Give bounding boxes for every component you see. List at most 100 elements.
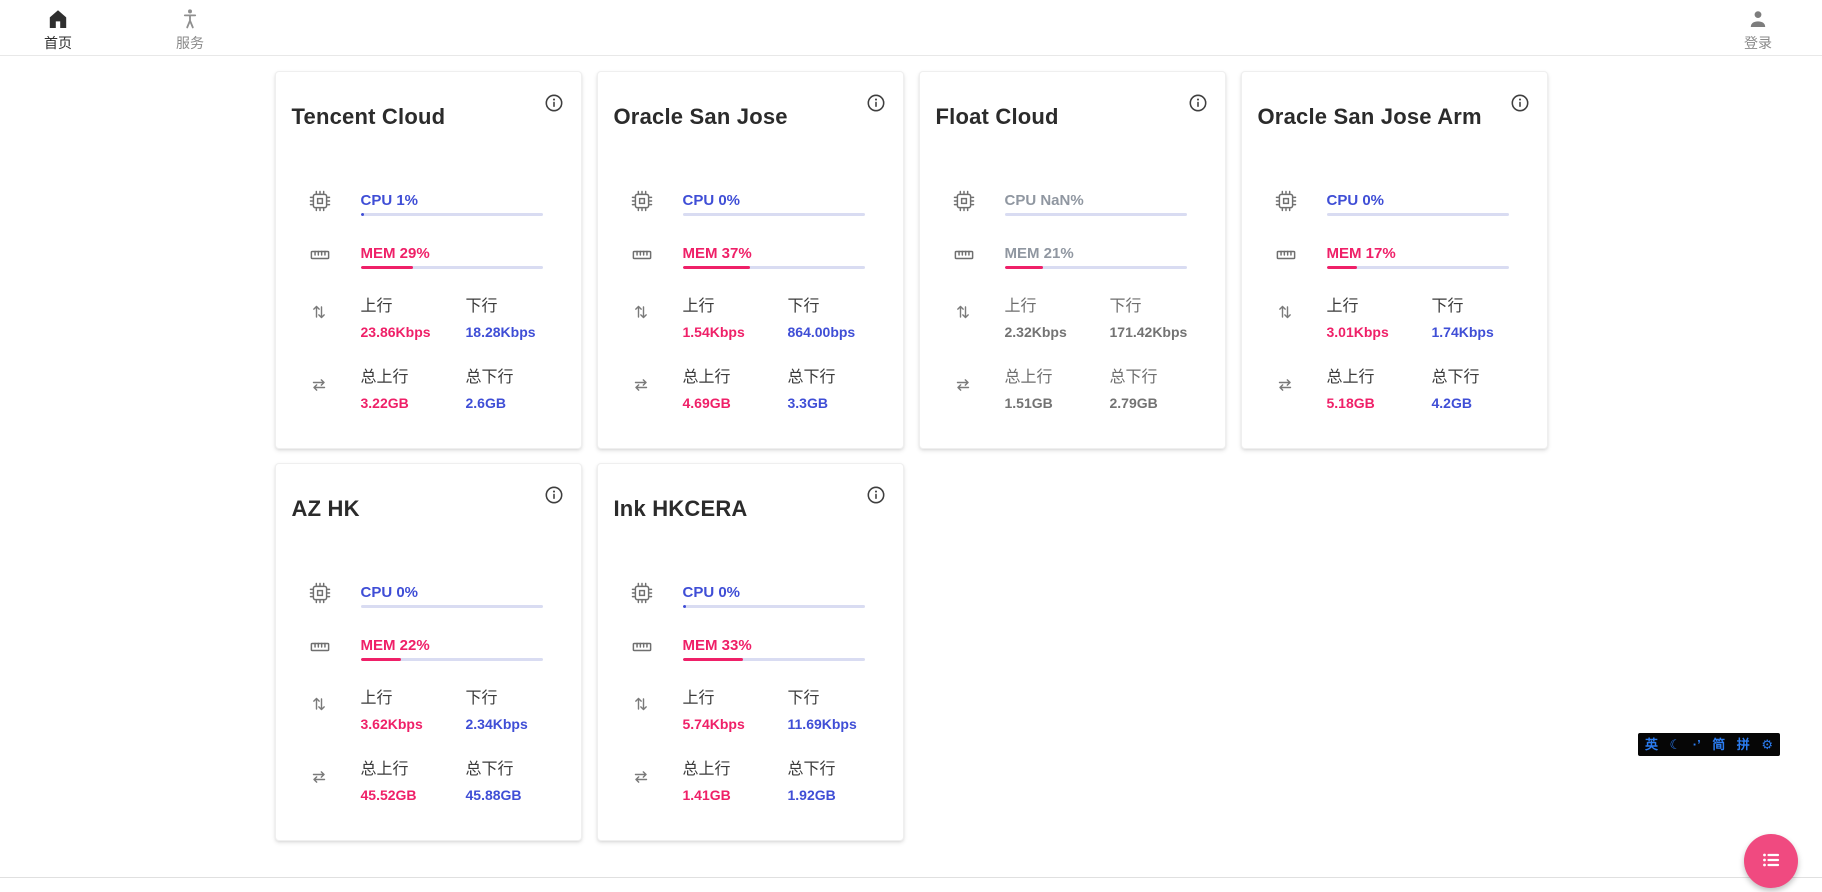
server-name: Ink HKCERA [613, 496, 748, 521]
upload-value: 5.74Kbps [682, 716, 745, 732]
mem-progress-fill [360, 266, 414, 269]
info-icon[interactable] [543, 92, 565, 114]
mem-usage-label: MEM 17% [1326, 245, 1396, 262]
ime-pinyin-toggle[interactable]: 拼 [1736, 737, 1750, 752]
total-download-label: 总下行 [787, 369, 836, 386]
swap-vert-icon [614, 688, 683, 733]
total-row: 总上行 5.18GB 总下行 4.2GB [1258, 367, 1509, 412]
swap-vert-icon [936, 296, 1005, 341]
person-icon [1746, 7, 1770, 31]
ime-settings-icon[interactable]: ⚙ [1761, 737, 1773, 752]
total-row: 总上行 1.41GB 总下行 1.92GB [614, 759, 865, 804]
total-download-value: 1.92GB [787, 787, 836, 803]
speed-row: 上行 5.74Kbps 下行 11.69Kbps [614, 688, 865, 733]
download-value: 18.28Kbps [465, 324, 536, 340]
download-value: 11.69Kbps [787, 716, 857, 732]
upload-label: 上行 [682, 690, 715, 707]
total-download-value: 3.3GB [787, 395, 828, 411]
cpu-progress-bar [1004, 213, 1187, 216]
mem-progress-bar [360, 266, 543, 269]
swap-horiz-icon [292, 367, 361, 412]
speed-row: 上行 3.62Kbps 下行 2.34Kbps [292, 688, 543, 733]
server-card-grid: Tencent Cloud CPU 1% [274, 71, 1548, 841]
mem-row: MEM 29% [292, 245, 543, 271]
download-label: 下行 [787, 690, 820, 707]
cpu-usage-label: CPU 1% [360, 192, 419, 209]
total-upload-label: 总上行 [682, 761, 731, 778]
download-label: 下行 [1109, 298, 1142, 315]
download-value: 2.34Kbps [465, 716, 528, 732]
total-upload-value: 5.18GB [1326, 395, 1375, 411]
upload-value: 1.54Kbps [682, 324, 745, 340]
total-download-value: 2.6GB [465, 395, 506, 411]
info-icon[interactable] [865, 92, 887, 114]
cpu-progress-bar [360, 213, 543, 216]
server-name: Float Cloud [935, 104, 1059, 129]
ime-language-toggle[interactable]: 英 [1645, 737, 1659, 752]
upload-label: 上行 [682, 298, 715, 315]
info-icon[interactable] [1187, 92, 1209, 114]
total-upload-value: 1.51GB [1004, 395, 1053, 411]
list-icon [1759, 848, 1783, 875]
total-row: 总上行 1.51GB 总下行 2.79GB [936, 367, 1187, 412]
mem-progress-fill [1004, 266, 1043, 269]
total-upload-label: 总上行 [682, 369, 731, 386]
download-label: 下行 [787, 298, 820, 315]
info-icon[interactable] [865, 484, 887, 506]
total-upload-value: 1.41GB [682, 787, 731, 803]
mem-progress-bar [1004, 266, 1187, 269]
total-upload-value: 3.22GB [360, 395, 409, 411]
ime-moon-icon[interactable]: ☾ [1669, 737, 1682, 752]
total-download-label: 总下行 [787, 761, 836, 778]
total-row: 总上行 4.69GB 总下行 3.3GB [614, 367, 865, 412]
footer-divider [0, 877, 1822, 878]
cpu-chip-icon [614, 582, 683, 609]
mem-usage-label: MEM 22% [360, 637, 430, 654]
nav-item-login[interactable]: 登录 [1726, 0, 1790, 56]
total-download-value: 4.2GB [1431, 395, 1472, 411]
server-card: Float Cloud CPU NaN% [918, 71, 1226, 449]
nav-item-home[interactable]: 首页 [26, 0, 90, 55]
nav-item-home-label: 首页 [44, 34, 72, 51]
server-card: Tencent Cloud CPU 1% [274, 71, 582, 449]
info-icon[interactable] [543, 484, 565, 506]
mem-progress-bar [682, 266, 865, 269]
total-upload-value: 4.69GB [682, 395, 731, 411]
cpu-row: CPU NaN% [936, 190, 1187, 217]
info-icon[interactable] [1509, 92, 1531, 114]
ime-simplified-toggle[interactable]: 简 [1712, 737, 1726, 752]
cpu-progress-fill [682, 605, 687, 608]
nav-item-services-label: 服务 [176, 34, 204, 51]
server-list-fab[interactable] [1744, 834, 1798, 888]
memory-ruler-icon [936, 245, 1005, 271]
total-upload-label: 总上行 [360, 369, 409, 386]
server-card: AZ HK CPU 0% [274, 463, 582, 841]
download-value: 171.42Kbps [1109, 324, 1188, 340]
total-download-value: 45.88GB [465, 787, 522, 803]
cpu-chip-icon [1258, 190, 1327, 217]
cpu-usage-label: CPU 0% [682, 192, 741, 209]
ime-punctuation-toggle[interactable]: ·’ [1692, 737, 1701, 752]
memory-ruler-icon [614, 245, 683, 271]
cpu-row: CPU 0% [614, 582, 865, 609]
total-download-label: 总下行 [1431, 369, 1480, 386]
nav-item-services[interactable]: 服务 [158, 0, 222, 55]
speed-row: 上行 2.32Kbps 下行 171.42Kbps [936, 296, 1187, 341]
server-card: Ink HKCERA CPU 0% [596, 463, 904, 841]
swap-vert-icon [1258, 296, 1327, 341]
nav-item-login-label: 登录 [1744, 35, 1772, 51]
home-icon [46, 7, 70, 31]
memory-ruler-icon [292, 245, 361, 271]
download-label: 下行 [465, 298, 498, 315]
cpu-chip-icon [292, 582, 361, 609]
speed-row: 上行 3.01Kbps 下行 1.74Kbps [1258, 296, 1509, 341]
server-name: Tencent Cloud [291, 104, 446, 129]
memory-ruler-icon [614, 637, 683, 663]
swap-horiz-icon [1258, 367, 1327, 412]
mem-row: MEM 33% [614, 637, 865, 663]
mem-progress-fill [1326, 266, 1358, 269]
total-upload-label: 总上行 [360, 761, 409, 778]
mem-usage-label: MEM 33% [682, 637, 752, 654]
top-nav: 首页 服务 登录 [0, 0, 1822, 56]
cpu-progress-bar [682, 213, 865, 216]
